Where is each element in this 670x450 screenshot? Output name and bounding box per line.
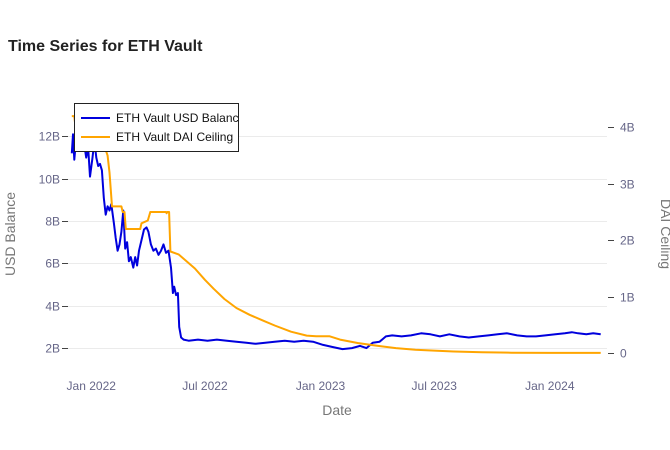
y-axis-right: 0 1B 2B 3B 4B [608,121,635,361]
legend-box [74,103,239,152]
x-axis-title: Date [322,402,352,418]
y2-tick-label: 1B [620,291,635,305]
y-tick-label: 4B [45,300,60,314]
y2-tick-label: 0 [620,347,627,361]
x-tick-label: Jul 2022 [182,379,228,393]
gridlines [68,136,607,349]
x-tick-label: Jul 2023 [412,379,458,393]
y2-tick-label: 2B [620,234,635,248]
y2-axis-title: DAI Ceiling [658,199,670,269]
y-axis-left: 2B 4B 6B 8B 10B 12B [39,130,68,356]
x-axis: Jan 2022 Jul 2022 Jan 2023 Jul 2023 Jan 2024 [67,379,575,393]
legend-label-dai-ceiling: ETH Vault DAI Ceiling [116,130,233,144]
series-layer [70,115,601,354]
y-tick-label: 6B [45,257,60,271]
chart-title: Time Series for ETH Vault [8,38,203,55]
y-tick-label: 8B [45,215,60,229]
legend-label-usd-balance: ETH Vault USD Balance [116,111,245,125]
y-axis-title: USD Balance [2,192,18,276]
x-tick-label: Jan 2023 [296,379,346,393]
series-line-usd-balance [70,133,601,351]
x-tick-label: Jan 2024 [525,379,575,393]
y-tick-label: 12B [39,130,60,144]
y-tick-label: 10B [39,173,60,187]
legend: ETH Vault USD Balance ETH Vault DAI Ceil… [74,103,245,152]
y2-tick-label: 3B [620,178,635,192]
x-tick-label: Jan 2022 [67,379,117,393]
y2-tick-label: 4B [620,121,635,135]
y-tick-label: 2B [45,342,60,356]
series-line-dai-ceiling [71,115,601,354]
